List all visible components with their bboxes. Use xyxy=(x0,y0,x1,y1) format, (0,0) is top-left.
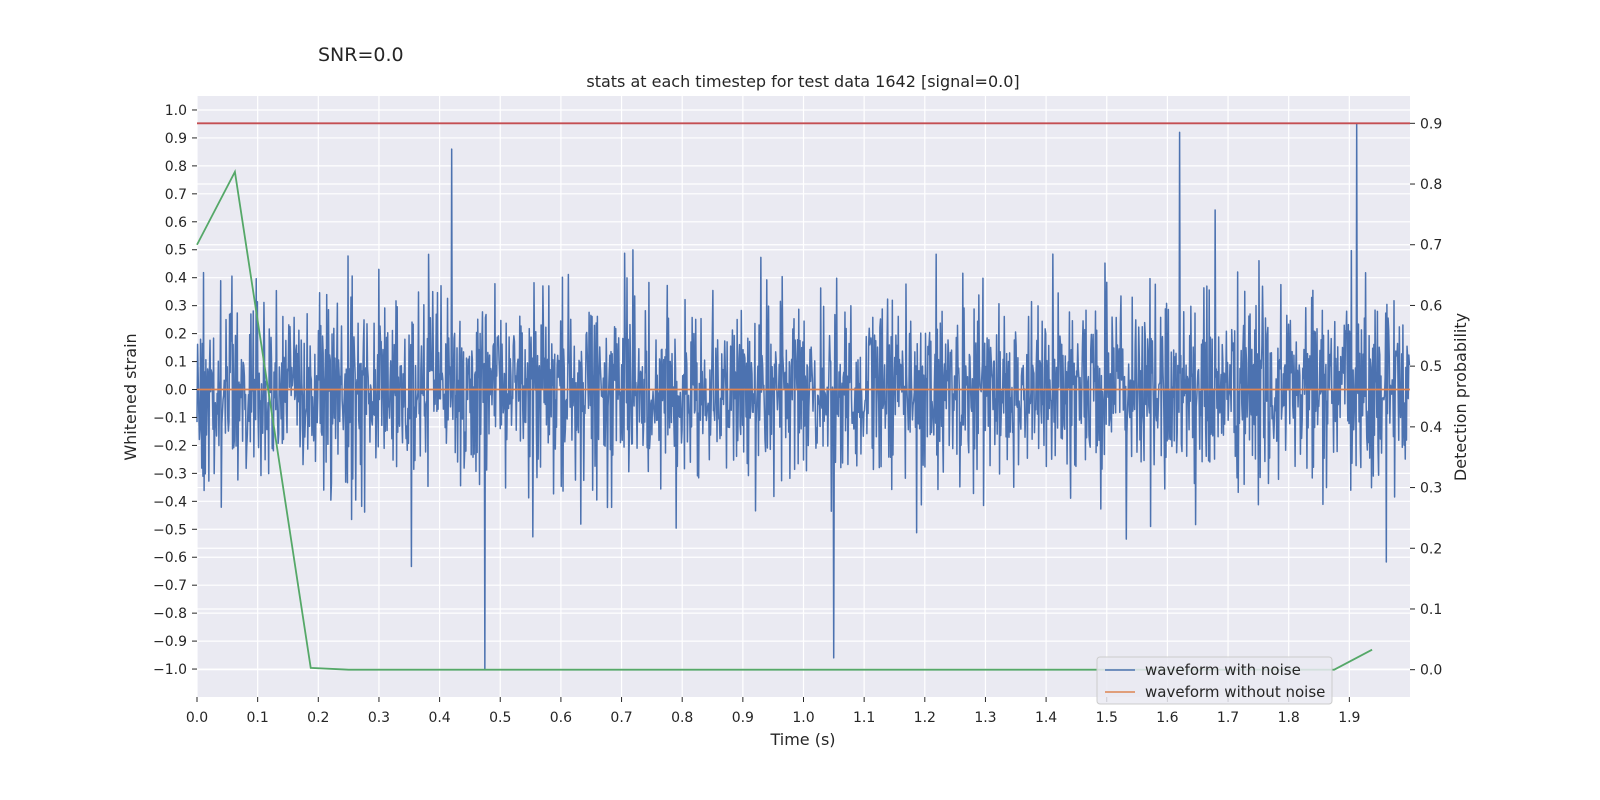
x-tick-label: 1.7 xyxy=(1217,710,1239,726)
y-tick-label: 0.9 xyxy=(165,131,187,147)
x-tick-label: 0.0 xyxy=(186,710,208,726)
x-tick-label: 0.4 xyxy=(428,710,450,726)
y-axis-ticks: 1.0 0.9 0.8 0.7 0.6 0.5 0.4 0.3 0.2 0.1 0.0 −0.1 −0.… xyxy=(153,103,197,678)
x-tick-label: 1.5 xyxy=(1096,710,1118,726)
x-tick-label: 0.6 xyxy=(550,710,572,726)
y2-tick-label: 0.2 xyxy=(1420,541,1442,557)
y-tick-label: −0.3 xyxy=(153,466,187,482)
y-tick-label: −0.7 xyxy=(153,578,187,594)
x-tick-label: 0.5 xyxy=(489,710,511,726)
y2-tick-label: 0.4 xyxy=(1420,420,1442,436)
y-tick-label: −0.8 xyxy=(153,606,187,622)
y-tick-label: 0.3 xyxy=(165,299,187,315)
x-tick-label: 0.3 xyxy=(368,710,390,726)
y2-tick-label: 0.3 xyxy=(1420,481,1442,497)
y-tick-label: 0.7 xyxy=(165,187,187,203)
y-tick-label: −0.9 xyxy=(153,634,187,650)
y2-tick-label: 0.0 xyxy=(1420,663,1442,679)
y-tick-label: −0.5 xyxy=(153,522,187,538)
y-tick-label: 0.4 xyxy=(165,271,187,287)
legend-label-noise: waveform with noise xyxy=(1145,661,1301,679)
y-tick-label: 0.2 xyxy=(165,327,187,343)
y-tick-label: 0.1 xyxy=(165,355,187,371)
y2-tick-label: 0.5 xyxy=(1420,359,1442,375)
y-tick-label: −1.0 xyxy=(153,662,187,678)
y-tick-label: 0.8 xyxy=(165,159,187,175)
y2-tick-label: 0.1 xyxy=(1420,602,1442,618)
x-axis-ticks: 0.0 0.1 0.2 0.3 0.4 0.5 0.6 0.7 0.8 0.9 1.0 1.1 1.2 1… xyxy=(186,697,1360,726)
x-tick-label: 1.2 xyxy=(914,710,936,726)
x-tick-label: 1.1 xyxy=(853,710,875,726)
series-waveform-with-noise xyxy=(196,123,1411,670)
x-tick-label: 0.9 xyxy=(732,710,754,726)
x-tick-label: 1.0 xyxy=(792,710,814,726)
y2-axis-label: Detection probability xyxy=(1451,313,1470,481)
chart-title: stats at each timestep for test data 164… xyxy=(586,72,1019,91)
legend-label-clean: waveform without noise xyxy=(1145,683,1325,701)
x-tick-label: 0.2 xyxy=(307,710,329,726)
y2-axis-ticks: 0.9 0.8 0.7 0.6 0.5 0.4 0.3 0.2 0.1 0.0 xyxy=(1410,116,1442,679)
x-axis-label: Time (s) xyxy=(769,730,835,749)
x-tick-label: 0.7 xyxy=(610,710,632,726)
x-tick-label: 0.1 xyxy=(247,710,269,726)
y-tick-label: 0.5 xyxy=(165,243,187,259)
y2-tick-label: 0.8 xyxy=(1420,177,1442,193)
y-tick-label: 0.0 xyxy=(165,383,187,399)
y-tick-label: −0.4 xyxy=(153,494,187,510)
y2-tick-label: 0.7 xyxy=(1420,238,1442,254)
x-tick-label: 1.9 xyxy=(1338,710,1360,726)
legend-box xyxy=(1096,656,1333,705)
x-tick-label: 0.8 xyxy=(671,710,693,726)
y2-tick-label: 0.6 xyxy=(1420,298,1442,314)
waveform-with-noise-line xyxy=(196,123,1411,670)
x-tick-label: 1.6 xyxy=(1156,710,1178,726)
y-tick-label: 1.0 xyxy=(165,103,187,119)
y-tick-label: 0.6 xyxy=(165,215,187,231)
y-tick-label: −0.6 xyxy=(153,550,187,566)
x-tick-label: 1.4 xyxy=(1035,710,1057,726)
y-axis-label: Whitened strain xyxy=(121,333,140,460)
x-tick-label: 1.8 xyxy=(1278,710,1300,726)
figure-suptitle: SNR=0.0 xyxy=(318,44,404,66)
x-tick-label: 1.3 xyxy=(974,710,996,726)
legend: waveform with noise waveform without noi… xyxy=(1096,656,1333,705)
y-tick-label: −0.1 xyxy=(153,410,187,426)
y-tick-label: −0.2 xyxy=(153,438,187,454)
y2-tick-label: 0.9 xyxy=(1420,116,1442,132)
